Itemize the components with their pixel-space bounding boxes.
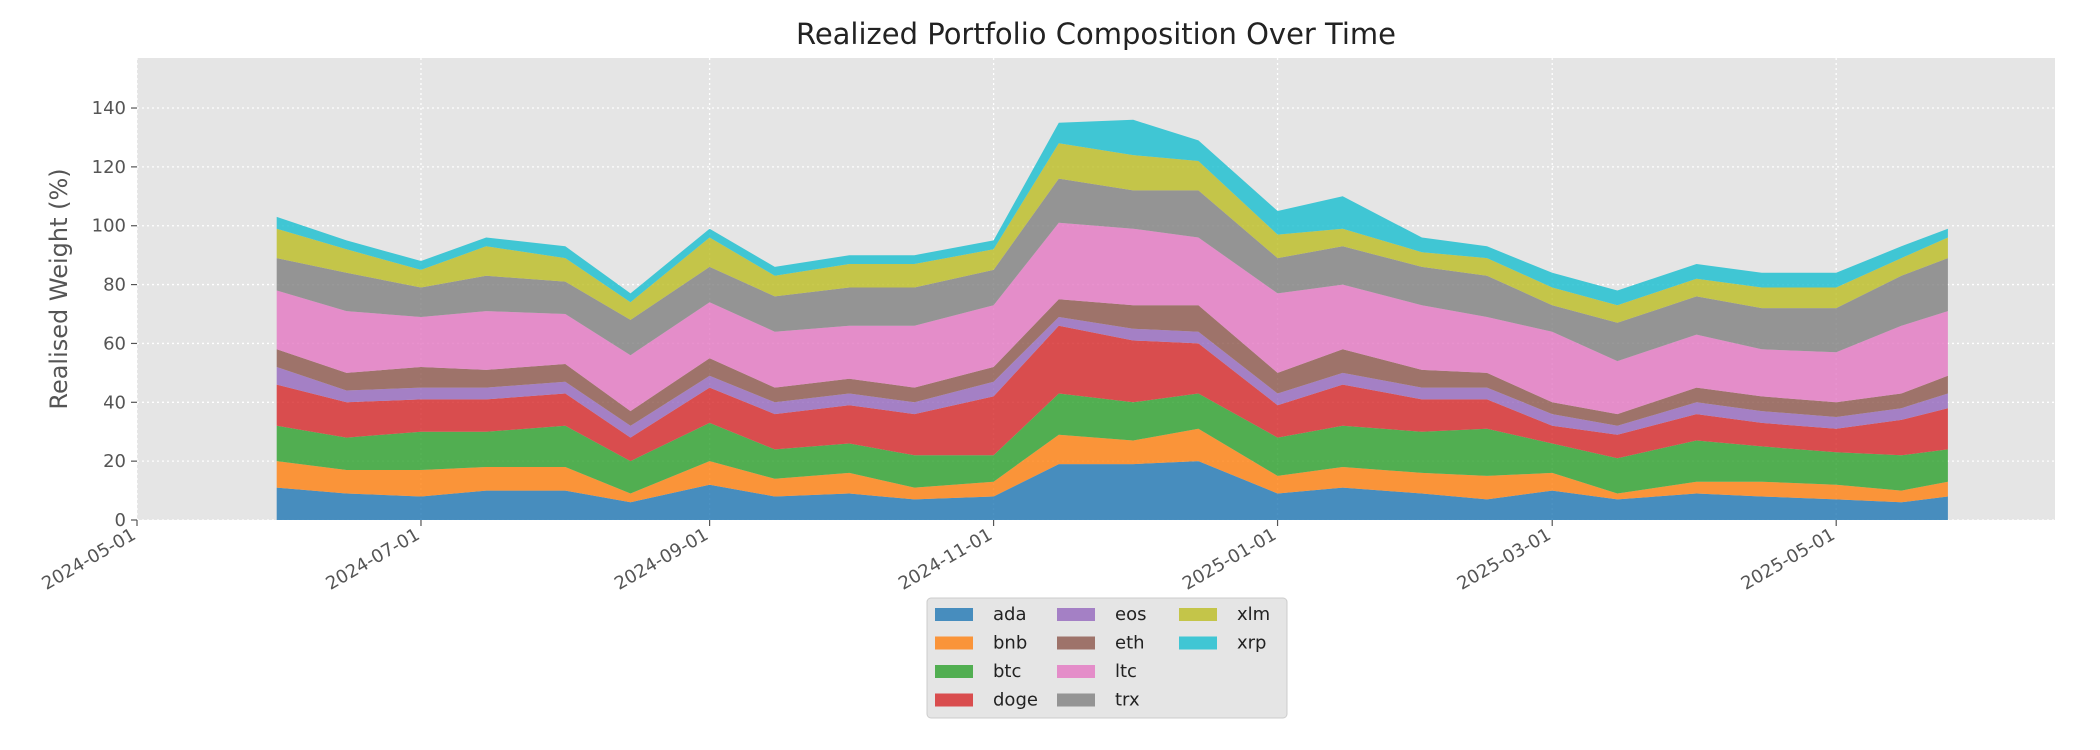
- legend-item-ada: ada: [935, 604, 1027, 625]
- area-xrp: [276, 119, 1948, 306]
- y-tick-label: 40: [103, 392, 126, 413]
- y-axis: 0 20 40 60 80 100 120 140: [92, 98, 137, 531]
- y-axis-title: Realised Weight (%): [45, 168, 73, 409]
- legend-swatch: [935, 636, 973, 650]
- legend-label: ltc: [1115, 661, 1137, 682]
- legend-swatch: [1057, 608, 1095, 621]
- y-tick-label: 100: [92, 216, 126, 237]
- y-tick-label: 60: [103, 333, 126, 354]
- legend-label: xrp: [1237, 633, 1266, 654]
- y-tick-label: 0: [115, 510, 126, 531]
- area-bnb: [276, 428, 1948, 503]
- legend-label: trx: [1115, 690, 1140, 711]
- area-eos: [276, 317, 1948, 438]
- legend-item-bnb: bnb: [935, 633, 1027, 654]
- y-tick-label: 80: [103, 275, 126, 296]
- legend-swatch: [935, 608, 973, 621]
- legend-item-eth: eth: [1057, 633, 1145, 654]
- legend-frame: [926, 597, 1288, 719]
- area-trx: [276, 178, 1948, 362]
- legend-swatch: [1057, 636, 1095, 650]
- legend-label: xlm: [1237, 604, 1270, 625]
- legend-label: ada: [993, 604, 1027, 625]
- y-tick-label: 140: [92, 98, 126, 119]
- area-doge: [276, 325, 1948, 462]
- legend-item-ltc: ltc: [1057, 661, 1137, 682]
- legend-swatch: [1179, 608, 1217, 621]
- area-eth: [276, 299, 1948, 426]
- area-btc: [276, 393, 1948, 494]
- legend-swatch: [935, 693, 973, 707]
- chart-title: Realized Portfolio Composition Over Time: [796, 17, 1396, 51]
- legend-label: bnb: [993, 633, 1027, 654]
- legend-item-eos: eos: [1057, 604, 1146, 625]
- legend-item-trx: trx: [1057, 690, 1140, 711]
- legend-item-btc: btc: [935, 661, 1021, 682]
- legend-label: eth: [1115, 633, 1145, 654]
- legend-swatch: [935, 665, 973, 678]
- legend-item-xlm: xlm: [1179, 604, 1270, 625]
- legend-item-doge: doge: [935, 690, 1038, 711]
- legend-label: btc: [993, 661, 1021, 682]
- stacked-areas: [276, 119, 1948, 520]
- area-xlm: [276, 143, 1948, 323]
- legend-swatch: [1179, 636, 1217, 650]
- area-ltc: [276, 222, 1948, 415]
- y-tick-label: 120: [92, 157, 126, 178]
- y-tick-label: 20: [103, 451, 126, 472]
- legend: ada bnb btc doge eos eth ltc trx xlm xrp: [926, 597, 1288, 719]
- legend-label: doge: [993, 690, 1038, 711]
- legend-item-xrp: xrp: [1179, 633, 1266, 654]
- area-ada: [276, 461, 1948, 520]
- legend-swatch: [1057, 693, 1095, 707]
- legend-label: eos: [1115, 604, 1146, 625]
- legend-swatch: [1057, 665, 1095, 678]
